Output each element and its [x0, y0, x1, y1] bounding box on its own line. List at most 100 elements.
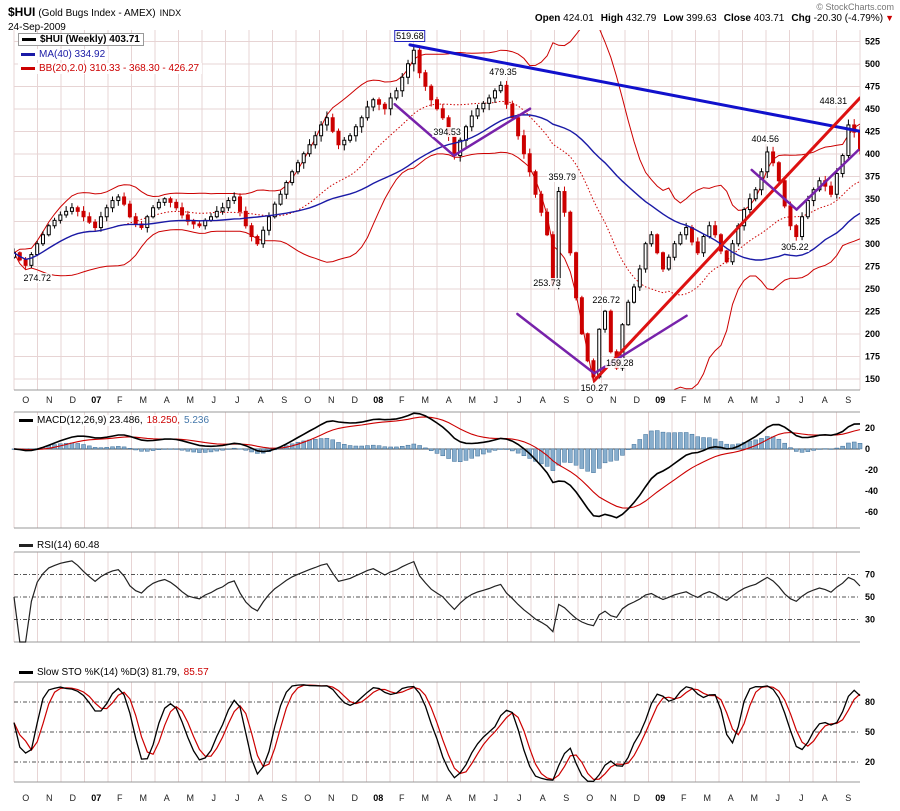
copyright[interactable]: © StockCharts.com: [816, 2, 894, 12]
candle: [603, 310, 608, 330]
symbol-name: (Gold Bugs Index - AMEX): [38, 8, 156, 19]
candle: [180, 207, 185, 216]
macd-histogram-bar: [434, 448, 440, 454]
candle: [516, 117, 521, 137]
month-label: J: [776, 793, 781, 803]
macd-histogram-bar: [376, 445, 382, 450]
macd-histogram-bar: [846, 442, 851, 450]
macd-histogram-bar: [481, 448, 486, 455]
candle: [116, 196, 121, 202]
legend-ma40[interactable]: MA(40) 334.92: [18, 49, 109, 60]
legend-hui[interactable]: $HUI (Weekly) 403.71: [18, 33, 144, 46]
month-label: A: [540, 793, 546, 803]
month-label: O: [22, 395, 29, 405]
candle: [319, 124, 324, 137]
candle: [643, 243, 648, 270]
month-label: S: [845, 793, 851, 803]
price-annotation: 359.79: [547, 172, 577, 183]
legend-bollinger[interactable]: BB(20,2.0) 310.33 - 368.30 - 426.27: [18, 63, 203, 74]
exchange-label: INDX: [159, 8, 182, 18]
macd-histogram-bar: [116, 446, 121, 450]
macd-histogram-bar: [75, 443, 80, 450]
month-label: J: [517, 395, 522, 405]
macd-histogram-bar: [817, 448, 822, 450]
macd-histogram-bar: [550, 448, 556, 471]
macd-histogram-bar: [214, 448, 220, 452]
candle: [209, 216, 214, 221]
macd-histogram-bar: [712, 438, 718, 450]
macd-histogram-bar: [776, 438, 782, 450]
macd-panel: 20 0 -20 -40 -60: [14, 423, 878, 517]
macd-histogram-bar: [121, 446, 127, 450]
month-label: M: [704, 793, 712, 803]
candle: [278, 193, 283, 205]
month-label: A: [258, 395, 264, 405]
chevron-line: [795, 148, 860, 211]
title-block: $HUI (Gold Bugs Index - AMEX) INDX 24-Sep-…: [8, 3, 181, 33]
candle: [689, 227, 694, 243]
legend-sto[interactable]: Slow STO %K(14) %D(3) 81.79, 85.57: [16, 667, 212, 678]
candle: [394, 90, 399, 99]
candle: [295, 162, 300, 173]
month-label: J: [212, 395, 217, 405]
candle: [591, 360, 596, 378]
sto-d-line: [13, 684, 861, 781]
candle: [330, 117, 335, 132]
macd-histogram-bar: [666, 432, 672, 450]
macd-histogram-bar: [318, 438, 324, 450]
axis-label: 300: [865, 239, 880, 249]
candle: [771, 151, 776, 164]
candle: [684, 227, 689, 236]
macd-histogram-bar: [765, 436, 770, 450]
macd-histogram-bar: [515, 448, 521, 454]
macd-histogram-bar: [104, 447, 109, 450]
month-label: M: [469, 395, 477, 405]
legend-rsi[interactable]: RSI(14) 60.48: [16, 540, 103, 551]
macd-histogram-bar: [446, 448, 451, 459]
candle: [481, 102, 486, 110]
axis-label: 70: [865, 570, 875, 580]
macd-histogram-bar: [608, 448, 614, 462]
macd-histogram-bar: [504, 448, 509, 450]
candle: [608, 310, 613, 353]
axis-label: 425: [865, 126, 880, 136]
price-annotation: 305.22: [780, 242, 810, 253]
legend-macd[interactable]: MACD(12,26,9) 23.486, 18.250, 5.236: [16, 415, 213, 426]
month-label: J: [235, 793, 240, 803]
axis-label: 80: [865, 697, 875, 707]
macd-histogram-bar: [469, 448, 475, 459]
candle: [104, 207, 109, 218]
candle: [133, 216, 138, 225]
macd-histogram-bar: [851, 441, 857, 450]
candle: [527, 153, 532, 173]
axis-label: -40: [865, 486, 878, 496]
macd-histogram-bar: [87, 445, 92, 450]
candle: [127, 203, 132, 218]
month-label: N: [610, 395, 617, 405]
macd-histogram-bar: [840, 445, 845, 450]
month-label: S: [281, 395, 287, 405]
macd-histogram-bar: [544, 448, 550, 467]
month-label: J: [235, 395, 240, 405]
candle: [168, 198, 173, 203]
month-label: A: [728, 395, 734, 405]
candle: [800, 216, 805, 238]
candle: [765, 151, 770, 173]
candle: [545, 211, 550, 236]
macd-histogram-bar: [133, 448, 138, 451]
month-label: A: [164, 793, 170, 803]
candle: [284, 182, 289, 195]
candle: [458, 139, 463, 157]
macd-histogram-bar: [365, 445, 370, 450]
macd-histogram-bar: [179, 448, 185, 451]
candle: [249, 225, 254, 238]
macd-histogram-bar: [718, 441, 724, 450]
month-label: S: [563, 395, 569, 405]
month-label: J: [494, 395, 499, 405]
macd-histogram-bar: [834, 447, 840, 450]
change-down-icon: ▼: [885, 13, 894, 23]
candle: [35, 243, 40, 256]
sto-panel: 80 50 20: [14, 697, 875, 767]
candle: [342, 139, 347, 146]
